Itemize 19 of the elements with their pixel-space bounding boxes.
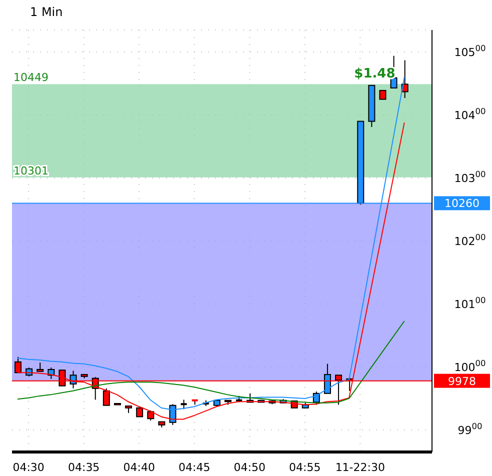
ref-line-label: 9978 bbox=[448, 374, 476, 388]
x-tick-label: 04:55 bbox=[289, 461, 321, 474]
y-tick-label: 101$^{00}$ bbox=[454, 294, 486, 311]
y-tick-label: 102$^{00}$ bbox=[454, 232, 486, 248]
y-tick-label: 105$^{00}$ bbox=[454, 43, 486, 60]
y-tick-label: 103$^{00}$ bbox=[454, 169, 486, 186]
x-tick-label: 04:35 bbox=[68, 461, 100, 474]
annotation: 10301 bbox=[14, 164, 49, 178]
x-tick-label: 04:30 bbox=[12, 461, 44, 474]
annotation: 10449 bbox=[14, 71, 49, 84]
x-tick-label: 04:40 bbox=[123, 461, 155, 474]
x-tick-label: 04:45 bbox=[178, 461, 210, 474]
x-tick-label: 04:50 bbox=[234, 461, 266, 474]
y-tick-label: 99$^{00}$ bbox=[458, 420, 482, 437]
y-tick-label: 104$^{00}$ bbox=[454, 106, 486, 122]
chart-title: 1 Min bbox=[30, 5, 63, 19]
x-tick-label: 11-22:30 bbox=[335, 461, 385, 474]
ref-line-label: 10260 bbox=[444, 197, 480, 210]
y-tick-label: 100$^{00}$ bbox=[454, 358, 486, 374]
